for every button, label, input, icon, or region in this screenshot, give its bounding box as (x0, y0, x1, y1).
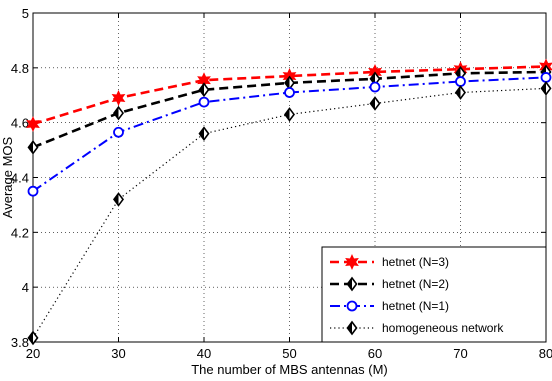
series-4 (27, 81, 552, 346)
marker-diamond-half (199, 83, 204, 96)
marker-circle (27, 185, 39, 197)
legend-label: hetnet (N=2) (382, 277, 449, 291)
y-tick-label: 4.6 (11, 116, 29, 131)
marker-circle (346, 300, 358, 312)
y-tick-label: 4.2 (11, 225, 29, 240)
marker-diamond-half (541, 82, 546, 95)
x-tick-label: 30 (111, 346, 125, 361)
legend-item: hetnet (N=1) (330, 299, 449, 313)
y-axis-label: Average MOS (0, 136, 15, 218)
marker-diamond-half (347, 278, 352, 290)
marker-circle (198, 96, 210, 108)
marker-diamond-half (285, 108, 290, 121)
x-ticks: 20 30 40 50 60 70 80 (26, 13, 552, 361)
x-tick-label: 80 (539, 346, 552, 361)
x-tick-label: 50 (282, 346, 296, 361)
marker-diamond-half (114, 193, 119, 206)
marker-star (111, 90, 126, 106)
marker-diamond-half (199, 127, 204, 140)
y-ticks: 3.8 4 4.2 4.4 4.6 4.8 5 (11, 6, 546, 350)
y-tick-label: 4.4 (11, 171, 29, 186)
y-tick-label: 3.8 (11, 335, 29, 350)
marker-diamond-half (28, 141, 33, 154)
legend-label: hetnet (N=3) (382, 255, 449, 269)
marker-diamond-half (28, 331, 33, 344)
y-tick-label: 5 (22, 6, 29, 21)
marker-diamond-half (370, 97, 375, 110)
marker-circle (540, 72, 552, 83)
series-3 (27, 72, 552, 197)
grid (33, 13, 546, 342)
marker-star (26, 116, 40, 132)
marker-circle (455, 76, 466, 87)
marker-diamond-half (456, 86, 461, 99)
legend-item: hetnet (N=2) (330, 276, 449, 292)
x-tick-label: 20 (26, 346, 40, 361)
legend-label: homogeneous network (382, 321, 504, 335)
y-tick-label: 4 (22, 280, 29, 295)
x-tick-label: 70 (453, 346, 467, 361)
marker-diamond-half (285, 76, 290, 89)
legend-label: hetnet (N=1) (382, 299, 449, 313)
marker-diamond-half (114, 107, 119, 120)
marker-circle (113, 126, 124, 138)
marker-star (345, 254, 359, 270)
x-tick-label: 40 (197, 346, 211, 361)
marker-diamond-half (347, 322, 352, 334)
x-axis-label: The number of MBS antennas (M) (191, 362, 388, 377)
legend-item: hetnet (N=3) (330, 254, 449, 270)
series-group (26, 58, 552, 346)
legend: hetnet (N=3) hetnet (N=2) hetnet (N=1) homo… (321, 246, 547, 343)
x-tick-label: 60 (368, 346, 382, 361)
y-tick-label: 4.8 (11, 61, 29, 76)
legend-item: homogeneous network (330, 320, 504, 336)
marker-circle (284, 87, 295, 98)
marker-circle (369, 81, 381, 93)
